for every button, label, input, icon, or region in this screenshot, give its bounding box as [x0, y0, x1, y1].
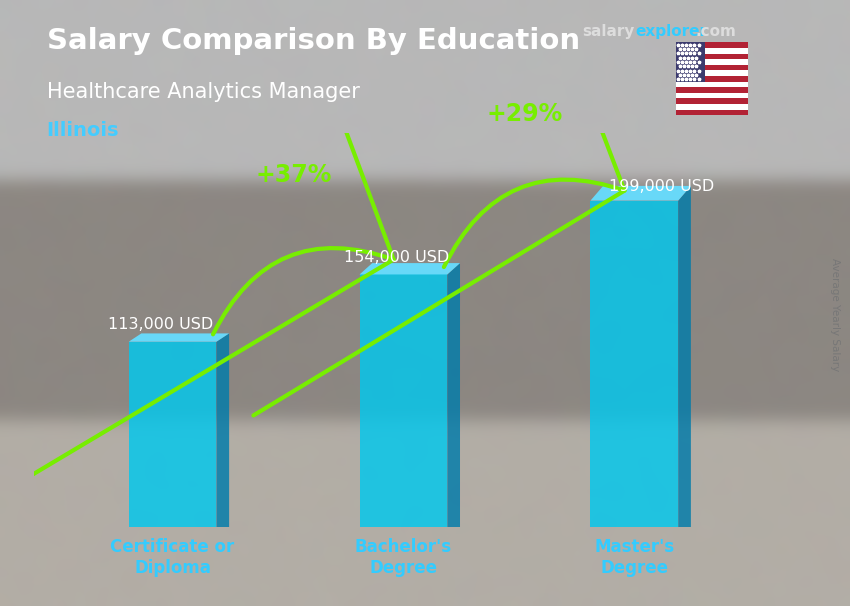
- Polygon shape: [217, 333, 230, 527]
- Polygon shape: [447, 263, 460, 527]
- Bar: [676, 53, 748, 59]
- Bar: [676, 104, 748, 110]
- FancyArrowPatch shape: [253, 0, 625, 416]
- Bar: [676, 87, 748, 93]
- Polygon shape: [678, 186, 691, 527]
- Bar: [676, 65, 748, 70]
- Text: Salary Comparison By Education: Salary Comparison By Education: [47, 27, 580, 55]
- Bar: [676, 76, 748, 82]
- Polygon shape: [360, 263, 460, 275]
- Polygon shape: [128, 333, 230, 342]
- Polygon shape: [591, 201, 678, 527]
- Bar: [676, 93, 748, 98]
- Bar: [676, 48, 748, 53]
- Bar: [676, 82, 748, 87]
- Bar: [676, 70, 748, 76]
- Text: 113,000 USD: 113,000 USD: [108, 317, 213, 332]
- Text: +37%: +37%: [256, 162, 332, 187]
- Text: Illinois: Illinois: [47, 121, 119, 140]
- Polygon shape: [128, 342, 217, 527]
- Bar: [676, 42, 705, 82]
- Bar: [676, 98, 748, 104]
- Bar: [676, 42, 748, 48]
- Polygon shape: [591, 186, 691, 201]
- Text: Average Yearly Salary: Average Yearly Salary: [830, 259, 840, 371]
- FancyArrowPatch shape: [21, 0, 394, 482]
- Text: salary: salary: [582, 24, 635, 39]
- Text: .com: .com: [695, 24, 736, 39]
- Bar: [676, 110, 748, 115]
- Text: 199,000 USD: 199,000 USD: [609, 179, 715, 194]
- Bar: [676, 59, 748, 65]
- Text: +29%: +29%: [486, 102, 563, 125]
- Polygon shape: [360, 275, 447, 527]
- Text: explorer: explorer: [635, 24, 707, 39]
- Text: Healthcare Analytics Manager: Healthcare Analytics Manager: [47, 82, 360, 102]
- Text: 154,000 USD: 154,000 USD: [344, 250, 449, 265]
